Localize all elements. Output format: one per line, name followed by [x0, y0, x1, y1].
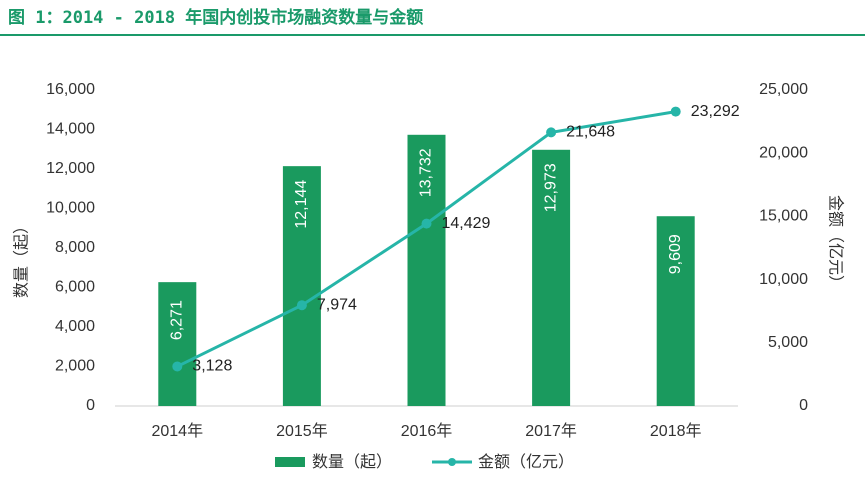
x-tick-label: 2014年: [151, 422, 203, 440]
line-series-points: [172, 106, 681, 372]
x-tick-label: 2015年: [276, 422, 328, 440]
line-data-label: 21,648: [566, 124, 615, 141]
left-axis-ticks: 0 2,000 4,000 6,000 8,000 10,000 12,000 14,000 1…: [46, 81, 95, 414]
bar-data-label: 12,973: [542, 163, 559, 212]
title-divider: [0, 34, 865, 36]
line-data-label: 7,974: [317, 296, 357, 313]
left-axis-title: 数量（起）: [12, 218, 31, 298]
bar-2016年: [407, 134, 446, 406]
legend-line-marker: [448, 458, 456, 466]
right-tick-label: 20,000: [759, 144, 808, 161]
right-tick-label: 10,000: [759, 271, 808, 288]
legend-line-label: 金额（亿元）: [478, 452, 574, 471]
legend-bar-swatch: [275, 457, 305, 467]
left-tick-label: 6,000: [55, 279, 95, 296]
bar-data-label: 12,144: [293, 180, 310, 229]
line-point-2017年: [546, 127, 557, 138]
line-data-label: 3,128: [192, 358, 232, 375]
left-tick-label: 14,000: [46, 121, 95, 138]
bar-data-label: 6,271: [169, 300, 186, 340]
bar-2017年: [532, 149, 571, 406]
line-data-label: 23,292: [691, 103, 740, 120]
bar-2015年: [282, 166, 321, 406]
x-tick-label: 2016年: [401, 422, 453, 440]
chart-title: 图 1：2014 - 2018 年国内创投市场融资数量与金额: [8, 8, 424, 28]
left-tick-label: 16,000: [46, 81, 95, 98]
left-tick-label: 0: [86, 397, 95, 414]
line-data-label: 14,429: [442, 215, 491, 232]
bar-2014年: [158, 282, 197, 406]
line-point-2016年: [421, 218, 432, 229]
right-axis-title: 金额（亿元）: [827, 195, 846, 291]
left-tick-label: 12,000: [46, 160, 95, 177]
right-tick-label: 25,000: [759, 81, 808, 98]
bar-series: [158, 134, 695, 406]
left-tick-label: 10,000: [46, 200, 95, 217]
x-axis-ticks: 2014年 2015年 2016年 2017年 2018年: [151, 422, 701, 440]
right-tick-label: 15,000: [759, 208, 808, 225]
left-tick-label: 4,000: [55, 318, 95, 335]
line-point-2014年: [172, 361, 183, 372]
bar-2018年: [656, 216, 695, 406]
left-tick-label: 2,000: [55, 358, 95, 375]
x-tick-label: 2018年: [650, 422, 702, 440]
line-point-2015年: [296, 300, 307, 311]
bar-data-labels: 6,271 12,144 13,732 12,973 9,609: [169, 148, 684, 340]
x-tick-label: 2017年: [525, 422, 577, 440]
legend: 数量（起） 金额（亿元）: [275, 452, 574, 471]
bar-data-label: 9,609: [667, 234, 684, 274]
bar-data-label: 13,732: [418, 148, 435, 197]
left-tick-label: 8,000: [55, 239, 95, 256]
line-data-labels: 3,128 7,974 14,429 21,648 23,292: [192, 103, 739, 375]
legend-bar-label: 数量（起）: [312, 452, 392, 471]
right-tick-label: 0: [799, 397, 808, 414]
line-point-2018年: [670, 106, 681, 117]
right-axis-ticks: 0 5,000 10,000 15,000 20,000 25,000: [759, 81, 808, 414]
right-tick-label: 5,000: [768, 334, 808, 351]
